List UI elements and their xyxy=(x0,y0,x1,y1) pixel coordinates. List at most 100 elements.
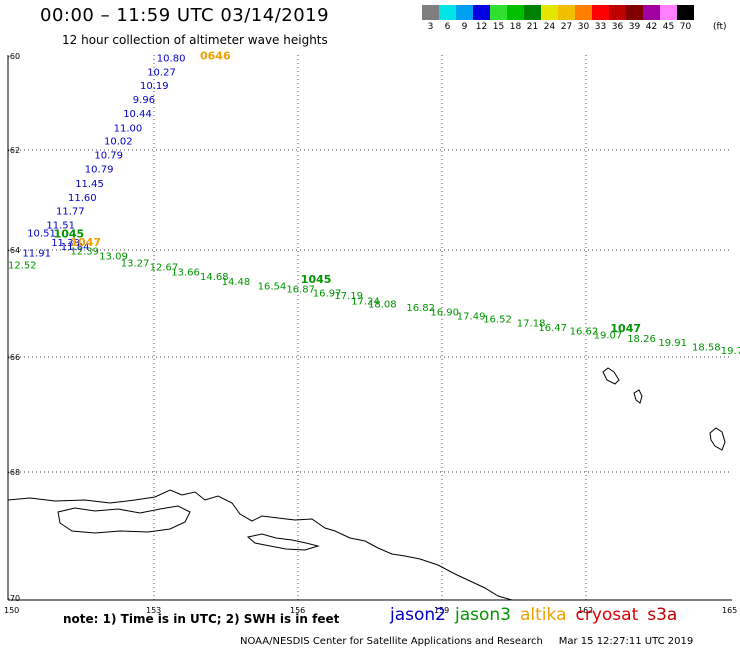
color-swatch xyxy=(456,5,473,20)
color-scale-label: 45 xyxy=(662,22,675,32)
swh-value: 18.26 xyxy=(627,334,656,345)
pass-time-label: 1045 xyxy=(54,228,85,241)
mission-cryosat: cryosat xyxy=(575,605,639,625)
lat-label: -64 xyxy=(7,246,20,255)
pass-time-label: 1045 xyxy=(301,273,332,286)
swh-value: 12.52 xyxy=(8,261,37,272)
color-scale-label: 21 xyxy=(526,22,539,32)
mission-s3a: s3a xyxy=(647,605,678,625)
color-swatch xyxy=(660,5,677,20)
swh-value: 10.51 xyxy=(27,228,56,239)
swh-value: 11.38 xyxy=(51,238,80,249)
color-scale-label: 36 xyxy=(611,22,624,32)
lon-label: 159 xyxy=(434,606,449,615)
swh-value: 14.48 xyxy=(222,277,251,288)
note-text: note: 1) Time is in UTC; 2) SWH is in fe… xyxy=(63,612,340,626)
swh-value: 18.08 xyxy=(368,299,397,310)
color-swatch xyxy=(490,5,507,20)
swh-value: 10.02 xyxy=(104,136,133,147)
swh-value: 17.24 xyxy=(351,297,380,308)
swh-value: 11.60 xyxy=(68,193,97,204)
swh-value: 16.47 xyxy=(538,323,567,334)
mission-altika: altika xyxy=(520,605,567,625)
swh-value: 10.27 xyxy=(147,68,176,79)
swh-value: 19.07 xyxy=(594,330,623,341)
color-scale-label: 18 xyxy=(509,22,522,32)
color-scale-label: 9 xyxy=(461,22,468,32)
swh-value: 19.91 xyxy=(658,338,687,349)
swh-value: 16.87 xyxy=(286,285,315,296)
swh-value: 11.00 xyxy=(114,123,143,134)
color-scale-label: 12 xyxy=(475,22,488,32)
color-scale-label: 33 xyxy=(594,22,607,32)
mission-legend: jason2 jason3 altika cryosat s3a xyxy=(390,605,677,625)
swh-value: 12.67 xyxy=(150,262,179,273)
color-scale-label: 27 xyxy=(560,22,573,32)
swh-value: 13.66 xyxy=(171,268,200,279)
lat-label: -62 xyxy=(7,146,20,155)
swh-value: 10.79 xyxy=(85,165,114,176)
swh-value: 16.82 xyxy=(406,303,435,314)
swh-value: 11.77 xyxy=(56,207,85,218)
color-scale-label: 24 xyxy=(543,22,556,32)
gridlines xyxy=(8,55,732,600)
lat-label: -60 xyxy=(7,52,20,61)
track-layer: 10.80 10.27 10.19 9.96 10.44 11.00 10.02 10.79 1… xyxy=(8,54,740,358)
pass-time-label: 1047 xyxy=(610,322,641,335)
color-scale-labels: 3 6 9 12 15 18 21 24 27 30 33 36 39 42 45 70 xyxy=(422,22,694,32)
color-scale-bar xyxy=(422,5,694,20)
latitude-labels: -60 -62 -64 -66 -68 -70 xyxy=(7,52,20,603)
color-scale-label: 30 xyxy=(577,22,590,32)
color-swatch xyxy=(524,5,541,20)
color-swatch xyxy=(422,5,439,20)
frame xyxy=(7,55,732,601)
color-swatch xyxy=(439,5,456,20)
swh-value: 10.19 xyxy=(140,81,169,92)
color-scale-label: 39 xyxy=(628,22,641,32)
swh-value: 18.58 xyxy=(692,342,721,353)
lon-label: 150 xyxy=(4,606,19,615)
color-swatch xyxy=(626,5,643,20)
swh-value: 10.79 xyxy=(94,151,123,162)
color-scale-unit: (ft) xyxy=(713,22,727,32)
swh-value: 11.84 xyxy=(61,242,90,253)
lon-label: 156 xyxy=(290,606,305,615)
lat-label: -70 xyxy=(7,594,20,603)
swh-value: 12.39 xyxy=(70,246,99,257)
color-scale-label: 70 xyxy=(679,22,692,32)
swh-value: 17.19 xyxy=(334,291,363,302)
swh-value: 11.51 xyxy=(46,220,75,231)
pass-time-label: 1047 xyxy=(70,236,101,249)
swh-value: 19.73 xyxy=(721,346,740,357)
lon-label: 162 xyxy=(578,606,593,615)
swh-value: 16.54 xyxy=(258,281,287,292)
swh-value: 13.27 xyxy=(121,258,150,269)
swh-value: 17.18 xyxy=(517,318,546,329)
swh-value: 16.62 xyxy=(570,327,599,338)
color-swatch xyxy=(609,5,626,20)
swh-value: 11.91 xyxy=(22,249,51,260)
coastline xyxy=(7,367,726,601)
color-swatch xyxy=(507,5,524,20)
color-swatch xyxy=(677,5,694,20)
lat-label: -68 xyxy=(7,468,20,477)
swh-value: 16.52 xyxy=(483,315,512,326)
swh-value: 16.97 xyxy=(313,288,342,299)
mission-jason2: jason2 xyxy=(390,605,446,625)
swh-value: 9.96 xyxy=(133,95,155,106)
swh-value: 13.09 xyxy=(99,251,128,262)
footer-credit: NOAA/NESDIS Center for Satellite Applica… xyxy=(240,636,694,647)
longitude-labels: 150 153 156 159 162 165 xyxy=(4,606,737,615)
lat-label: -66 xyxy=(7,353,20,362)
color-swatch xyxy=(558,5,575,20)
swh-value: 17.49 xyxy=(457,311,486,322)
map-title: 00:00 – 11:59 UTC 03/14/2019 xyxy=(40,5,330,26)
swh-value: 10.44 xyxy=(123,109,152,120)
color-swatch xyxy=(575,5,592,20)
color-scale-label: 6 xyxy=(444,22,451,32)
color-swatch xyxy=(473,5,490,20)
color-scale-label: 42 xyxy=(645,22,658,32)
color-scale-label: 3 xyxy=(427,22,434,32)
